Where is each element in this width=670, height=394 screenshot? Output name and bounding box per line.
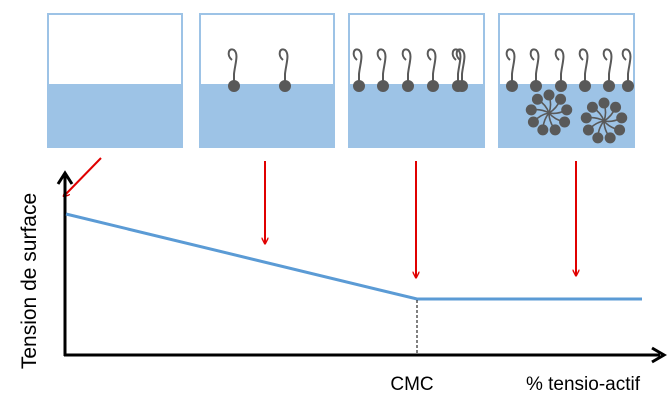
surfactant-molecule [352,48,365,92]
micelle-head [549,124,561,136]
surfactant-molecule [278,48,291,92]
surfactant-molecule [578,48,591,92]
stage-3-saturated-surface [348,13,485,148]
x-axis-arrowhead [651,346,667,364]
surfactant-molecule [376,48,389,92]
arrow-stage-1 [64,157,102,196]
surfactant-molecule [505,48,518,92]
stage-2-few-surfactants [199,13,335,148]
cmc-label: CMC [390,374,433,394]
micelle-head [527,116,539,128]
axes [56,170,667,364]
micelle [525,89,573,136]
surface-tension-curve [65,212,642,301]
micelle-head [614,124,626,136]
y-axis-label: Tension de surface [18,193,41,369]
micelle-head [616,112,628,124]
micelle-head [604,132,616,144]
y-axis-arrowhead [56,170,74,185]
stage-4-micelles [498,13,635,148]
stage-1-pure-water [47,13,183,148]
surfactant-molecule [554,48,567,92]
surfactant-molecule [426,48,439,92]
micelle-head [582,124,594,136]
surfactant-molecule [455,48,468,92]
micelle-head [580,112,592,124]
micelle-head [586,101,598,113]
micelle [580,97,628,144]
surfactant-molecule [227,48,240,92]
x-axis-label: % tensio-actif [526,374,641,394]
micelle-head [555,93,567,105]
micelle-head [561,104,573,116]
micelle-head [525,104,537,116]
surfactant-molecule [529,48,542,92]
surfactant-molecule [401,48,414,92]
micelle-head [610,101,622,113]
surfactant-molecule [621,48,634,92]
micelle-head [598,97,610,109]
surfactant-molecule [602,48,615,92]
micelle-head [559,116,571,128]
micelle-head [592,132,604,144]
micelle-head [543,89,555,101]
micelle-head [537,124,549,136]
micelle-head [531,93,543,105]
